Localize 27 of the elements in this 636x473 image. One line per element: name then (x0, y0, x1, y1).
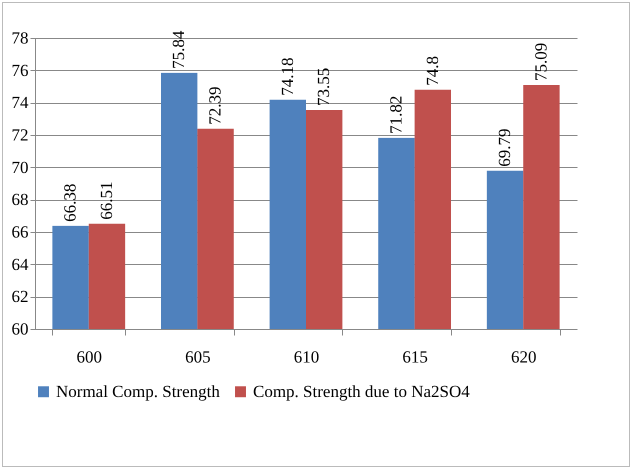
y-tick-label: 68 (12, 190, 28, 210)
data-label: 75.84 (169, 30, 188, 69)
y-tick-label: 62 (12, 287, 28, 306)
y-tick-label: 66 (12, 222, 28, 242)
y-tick-label: 70 (12, 158, 28, 177)
y-tick-label: 72 (12, 126, 28, 144)
data-label: 71.82 (386, 96, 406, 134)
data-label: 75.09 (531, 42, 550, 82)
y-tick-label: 76 (12, 60, 28, 80)
y-tick-label: 64 (12, 254, 29, 274)
legend-label: Normal Comp. Strength (56, 382, 220, 401)
x-tick-label: 600 (76, 348, 102, 366)
data-label: 66.51 (96, 182, 116, 220)
y-tick-label: 60 (12, 320, 28, 338)
y-tick-label: 78 (12, 28, 28, 48)
x-tick-label: 620 (510, 348, 536, 366)
data-label: 74.8 (422, 56, 442, 86)
data-label: 73.55 (314, 68, 334, 106)
data-label: 74.18 (278, 58, 297, 96)
data-label: 69.79 (495, 128, 514, 167)
x-tick-label: 610 (294, 348, 320, 366)
x-tick-label: 615 (402, 348, 428, 366)
data-label: 72.39 (206, 86, 225, 125)
data-label: 66.38 (60, 184, 80, 222)
legend-label: Comp. Strength due to Na2SO4 (253, 382, 470, 401)
x-tick-label: 605 (185, 348, 211, 366)
y-tick-label: 74 (12, 93, 29, 112)
